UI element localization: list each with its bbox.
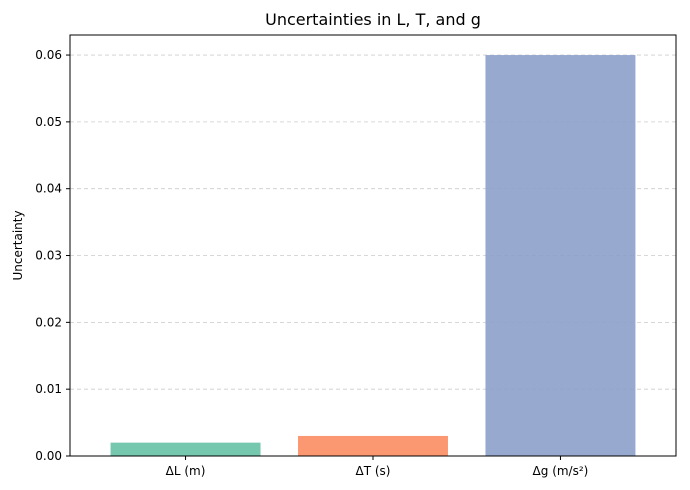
bar (298, 435, 448, 456)
y-tick-label: 0.02 (35, 315, 62, 329)
bar (110, 442, 261, 456)
y-tick-label: 0.05 (35, 115, 62, 129)
y-tick-label: 0.04 (35, 182, 62, 196)
y-tick-label: 0.00 (35, 449, 62, 463)
y-tick-label: 0.03 (35, 249, 62, 263)
x-tick-label: Δg (m/s²) (533, 464, 589, 478)
y-tick-label: 0.01 (35, 382, 62, 396)
bars (110, 55, 636, 457)
bar (485, 55, 636, 457)
chart-title: Uncertainties in L, T, and g (265, 10, 481, 29)
y-axis-label: Uncertainty (11, 210, 25, 280)
y-tick-label: 0.06 (35, 48, 62, 62)
x-axis-ticks: ΔL (m) ΔT (s) Δg (m/s²) (166, 456, 589, 478)
x-tick-label: ΔT (s) (356, 464, 391, 478)
x-tick-label: ΔL (m) (166, 464, 206, 478)
y-axis-ticks: 0.00 0.01 0.02 0.03 0.04 0.05 0.06 (35, 48, 70, 463)
